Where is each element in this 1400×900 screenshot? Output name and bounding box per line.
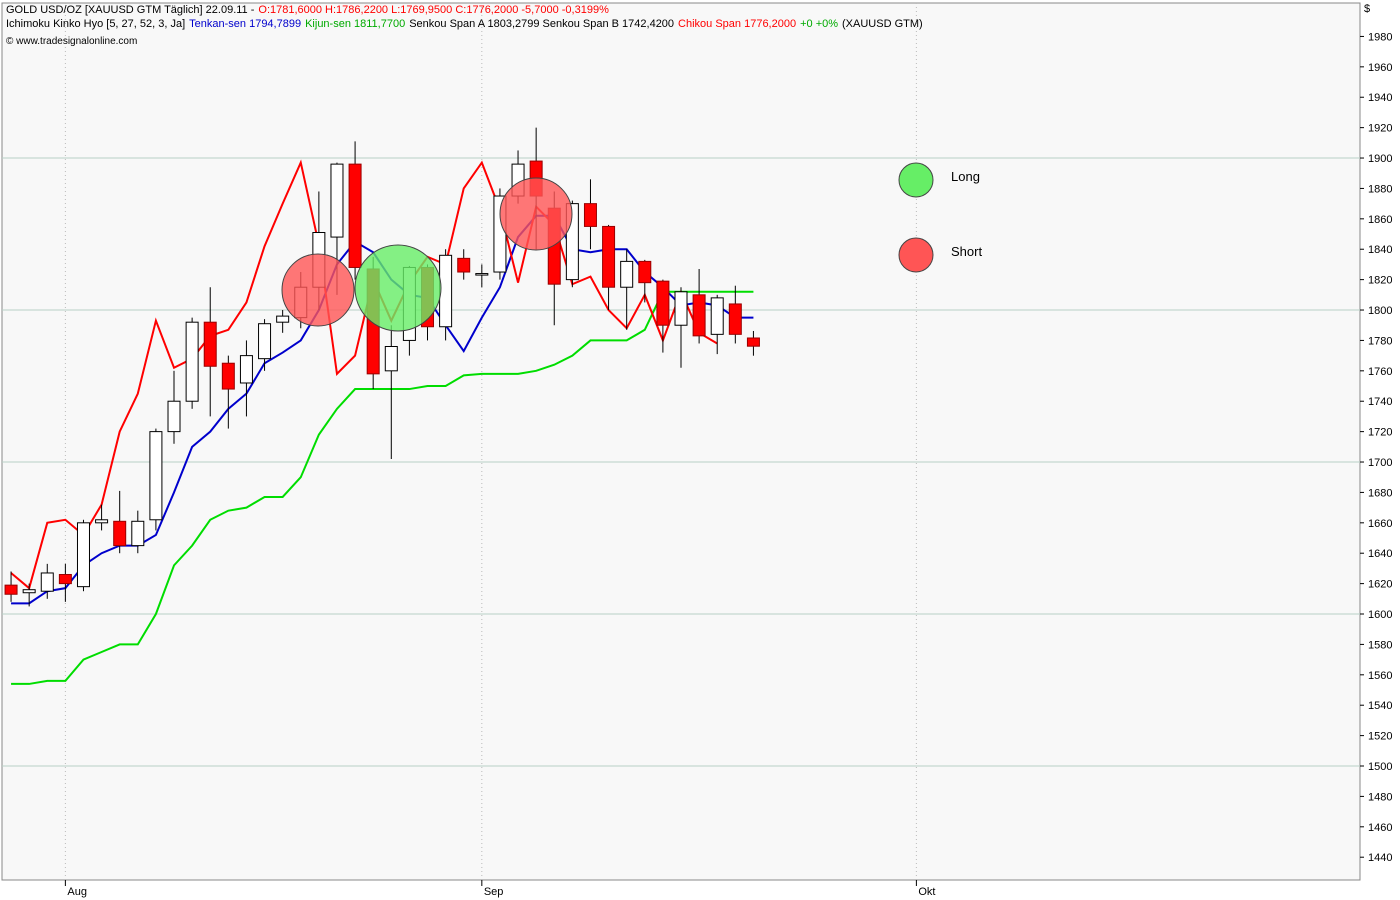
candle-body: [330, 163, 344, 238]
indicator: Ichimoku Kinko Hyo [5, 27, 52, 3, Ja]: [6, 18, 185, 30]
y-tick-label: 1680: [1368, 487, 1392, 499]
candle-body: [710, 297, 724, 335]
short-marker: [499, 177, 573, 251]
y-tick-label: 1760: [1368, 366, 1392, 378]
candle-body: [167, 400, 181, 433]
title: GOLD USD/OZ [XAUUSD GTM Täglich] 22.09.1…: [6, 4, 255, 16]
y-tick-label: 1560: [1368, 670, 1392, 682]
signal-legend: Long Short: [898, 162, 982, 273]
legend-entry: Tenkan-sen 1794,7899: [189, 18, 301, 30]
y-tick-label: 1940: [1368, 92, 1392, 104]
candle-body: [22, 589, 36, 594]
y-tick-label: 1860: [1368, 214, 1392, 226]
candle-body: [728, 303, 742, 335]
y-tick-label: 1740: [1368, 396, 1392, 408]
signal-icon: [898, 162, 934, 198]
legend-entry: +0 +0%: [800, 18, 838, 30]
header-line: GOLD USD/OZ [XAUUSD GTM Täglich] 22.09.1…: [6, 4, 609, 16]
candle-body: [475, 273, 489, 276]
candle-body: [602, 225, 616, 288]
candle-body: [620, 260, 634, 288]
candle-body: [149, 431, 163, 521]
candle-body: [674, 291, 688, 326]
candle-body: [258, 323, 272, 360]
indicator-line: [11, 290, 754, 685]
x-tick-label: Sep: [484, 886, 504, 898]
legend-entry: Kijun-sen 1811,7700: [305, 18, 405, 30]
candle-body: [40, 572, 54, 592]
candle-body: [4, 584, 18, 595]
y-tick-label: 1600: [1368, 609, 1392, 621]
y-tick-label: 1520: [1368, 731, 1392, 743]
indicator-line: [10, 159, 718, 590]
candle-body: [203, 321, 217, 367]
signal-icon: [898, 237, 934, 273]
y-tick-label: 1620: [1368, 579, 1392, 591]
y-tick-label: 1780: [1368, 335, 1392, 347]
y-tick-label: 1840: [1368, 244, 1392, 256]
legend-entry: Senkou Span A 1803,2799 Senkou Span B 17…: [409, 18, 674, 30]
candle-body: [348, 163, 362, 268]
candle-body: [185, 321, 199, 402]
quote: O:1781,6000 H:1786,2200 L:1769,9500 C:17…: [258, 4, 609, 16]
long-marker: [354, 244, 442, 332]
y-tick-label: 1900: [1368, 153, 1392, 165]
candle-body: [656, 280, 670, 326]
y-tick-label: 1980: [1368, 31, 1392, 43]
grid: [2, 3, 1360, 880]
y-tick-label: 1880: [1368, 183, 1392, 195]
y-tick-label: 1480: [1368, 791, 1392, 803]
legend-entry: Chikou Span 1776,2000: [678, 18, 796, 30]
candle-body: [439, 254, 453, 328]
y-tick-label: 1920: [1368, 123, 1392, 135]
candle-body: [638, 260, 652, 284]
candle-body: [384, 346, 398, 372]
y-tick-label: 1540: [1368, 700, 1392, 712]
y-tick-label: 1720: [1368, 427, 1392, 439]
candle-body: [276, 315, 290, 323]
y-tick-label: 1700: [1368, 457, 1392, 469]
axes: 1440 1460 1480 1500 1520 1540 1560 1580 1600 1620…: [64, 31, 1392, 898]
signal-label: Long: [951, 169, 980, 184]
y-tick-label: 1580: [1368, 639, 1392, 651]
candle-body: [457, 257, 471, 273]
candle-body: [746, 337, 760, 347]
y-tick-label: 1440: [1368, 852, 1392, 864]
x-tick-label: Aug: [67, 886, 87, 898]
candle-body: [95, 519, 109, 524]
candle-body: [583, 203, 597, 227]
y-tick-label: 1500: [1368, 761, 1392, 773]
plot-area: [1, 2, 1361, 881]
currency: $: [1364, 3, 1370, 15]
candle-body: [131, 520, 145, 547]
candle-body: [221, 362, 235, 390]
candle-body: [239, 355, 253, 384]
candle-body: [113, 520, 127, 547]
candle-body: [58, 573, 72, 585]
short-marker: [281, 253, 355, 327]
y-tick-label: 1640: [1368, 548, 1392, 560]
y-tick-label: 1960: [1368, 62, 1392, 74]
candle-body: [692, 294, 706, 337]
signal-label: Short: [951, 244, 982, 259]
legend-entry: (XAUUSD GTM): [842, 18, 923, 30]
y-tick-label: 1660: [1368, 518, 1392, 530]
y-tick-label: 1820: [1368, 275, 1392, 287]
legend: Ichimoku Kinko Hyo [5, 27, 52, 3, Ja] Ten…: [6, 18, 923, 30]
source: © www.tradesignalonline.com: [6, 36, 137, 47]
y-tick-label: 1460: [1368, 822, 1392, 834]
x-tick-label: Okt: [918, 886, 935, 898]
y-tick-label: 1800: [1368, 305, 1392, 317]
candle-body: [76, 522, 90, 588]
